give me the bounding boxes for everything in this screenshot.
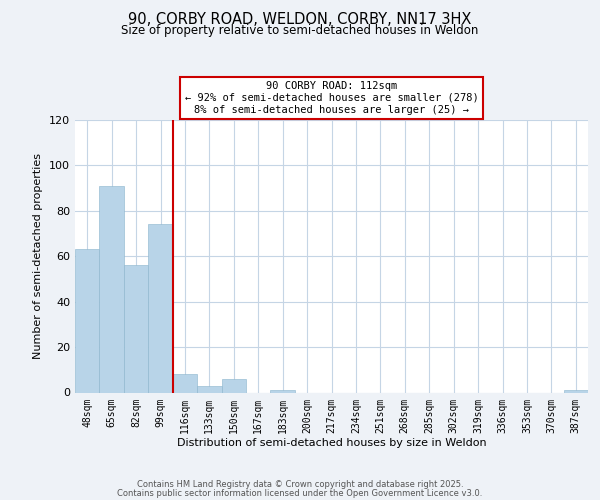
Text: Contains HM Land Registry data © Crown copyright and database right 2025.: Contains HM Land Registry data © Crown c… [137,480,463,489]
Bar [75,250,100,392]
Text: Size of property relative to semi-detached houses in Weldon: Size of property relative to semi-detach… [121,24,479,37]
Bar [271,390,295,392]
Y-axis label: Number of semi-detached properties: Number of semi-detached properties [34,153,43,359]
Bar [173,374,197,392]
Bar [221,379,246,392]
Bar [148,224,173,392]
Bar [197,386,221,392]
Bar [124,266,148,392]
Text: Contains public sector information licensed under the Open Government Licence v3: Contains public sector information licen… [118,488,482,498]
Text: 90 CORBY ROAD: 112sqm
← 92% of semi-detached houses are smaller (278)
8% of semi: 90 CORBY ROAD: 112sqm ← 92% of semi-deta… [185,82,478,114]
Bar [100,186,124,392]
X-axis label: Distribution of semi-detached houses by size in Weldon: Distribution of semi-detached houses by … [176,438,487,448]
Bar [563,390,588,392]
Text: 90, CORBY ROAD, WELDON, CORBY, NN17 3HX: 90, CORBY ROAD, WELDON, CORBY, NN17 3HX [128,12,472,28]
